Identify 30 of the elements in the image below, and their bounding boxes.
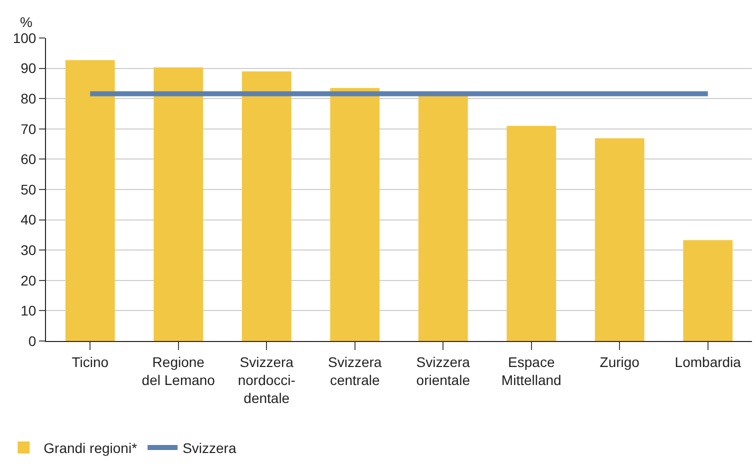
legend-label: Svizzera <box>182 440 236 456</box>
bar <box>154 67 204 341</box>
bar <box>418 96 468 341</box>
bar <box>242 71 292 341</box>
y-tick-label: 40 <box>20 212 36 228</box>
y-tick-label: 70 <box>20 120 36 137</box>
y-tick-label: 90 <box>20 60 36 76</box>
y-tick-label: 10 <box>20 302 36 319</box>
x-tick-label: Svizzera orientale <box>416 354 470 388</box>
legend-label: Grandi regioni* <box>44 440 138 456</box>
bar <box>330 88 380 341</box>
bar <box>65 60 115 341</box>
y-tick-label: 60 <box>20 151 36 168</box>
bar <box>594 138 644 341</box>
x-tick-label: Espace Mittelland <box>501 354 562 388</box>
x-tick-label: Ticino <box>72 354 109 370</box>
x-tick-label: Regione del Lemano <box>142 354 216 388</box>
y-tick-label: 30 <box>20 242 36 258</box>
x-tick-label: Svizzera nordocci- dentale <box>238 354 296 406</box>
bar <box>683 240 733 341</box>
y-tick-label: 0 <box>28 332 36 349</box>
x-tick-label: Zurigo <box>600 354 640 370</box>
y-tick-label: 50 <box>20 181 36 198</box>
bar <box>506 126 556 341</box>
y-tick-label: 80 <box>20 90 36 106</box>
y-tick-label: 100 <box>12 30 36 46</box>
x-tick-label: Svizzera centrale <box>328 354 382 388</box>
y-tick-label: 20 <box>20 272 36 288</box>
y-axis-title: % <box>20 14 32 30</box>
x-tick-label: Lombardia <box>674 354 742 370</box>
